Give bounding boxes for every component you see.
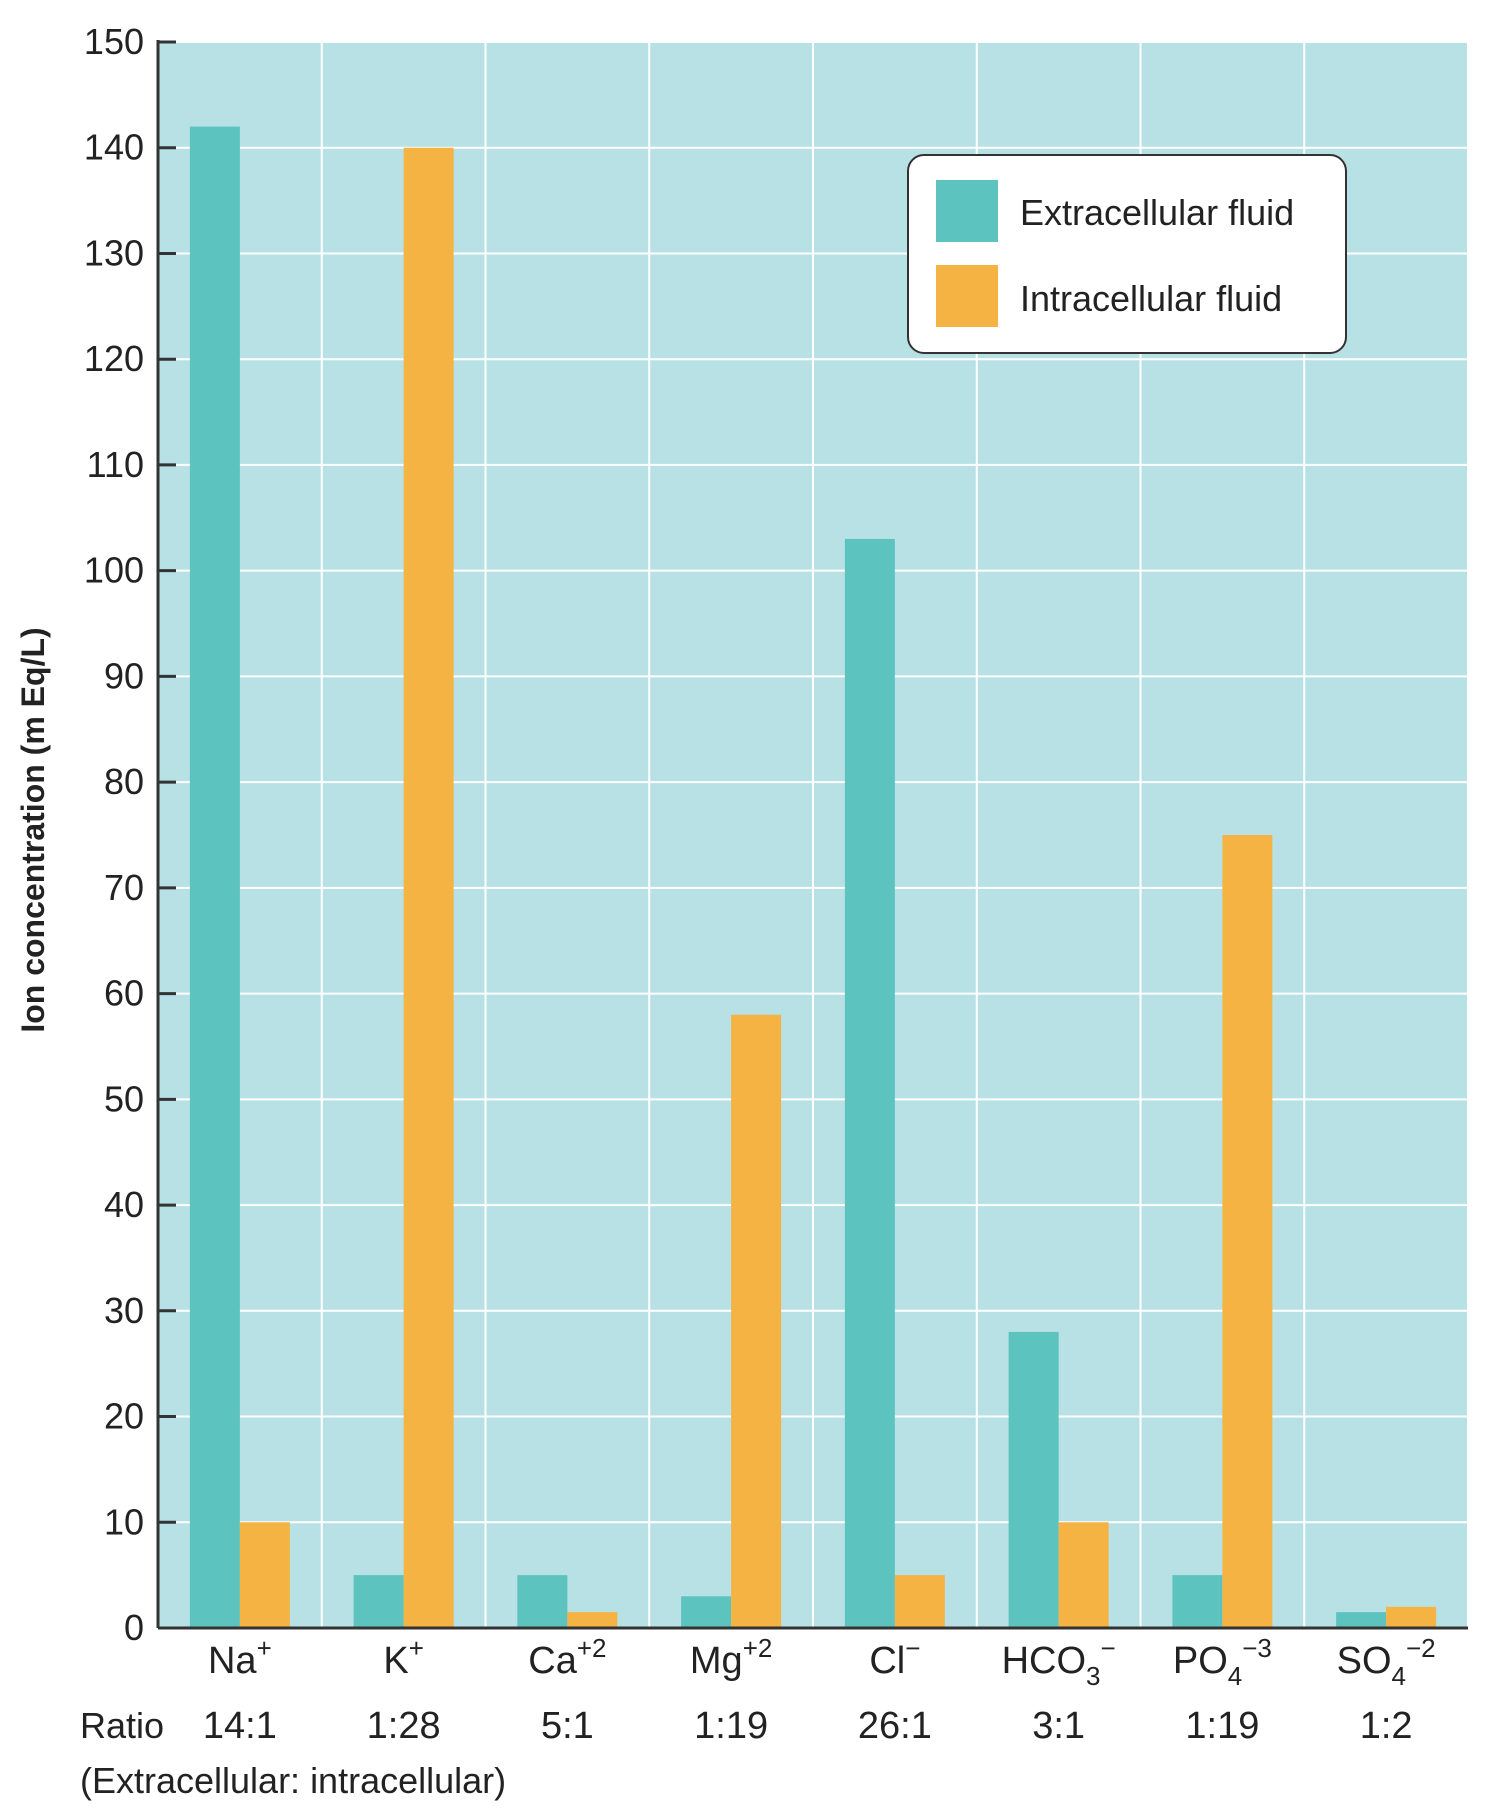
bar-extracellular-4 <box>844 538 895 1628</box>
bar-extracellular-6 <box>1172 1575 1223 1628</box>
y-tick-label: 110 <box>87 444 144 485</box>
legend-label-intracellular: Intracellular fluid <box>1020 278 1282 319</box>
legend-swatch-intracellular <box>936 265 998 327</box>
bar-intracellular-4 <box>894 1575 945 1628</box>
y-tick-label: 0 <box>124 1607 144 1648</box>
y-tick-label: 40 <box>104 1184 144 1225</box>
ratio-label: 1:2 <box>1360 1705 1413 1747</box>
category-label: PO4−3 <box>1173 1633 1272 1691</box>
y-tick-label: 20 <box>104 1396 144 1437</box>
category-label: Na+ <box>208 1633 272 1682</box>
ratio-label: 5:1 <box>541 1705 594 1747</box>
bars <box>189 126 1437 1628</box>
bar-intracellular-2 <box>567 1612 618 1628</box>
bar-extracellular-2 <box>517 1575 568 1628</box>
ratio-label: 14:1 <box>203 1705 277 1747</box>
bar-intracellular-5 <box>1058 1522 1109 1628</box>
y-tick-label: 60 <box>104 973 144 1014</box>
y-axis-label: Ion concentration (m Eq/L) <box>15 627 51 1032</box>
axes <box>156 40 1468 1630</box>
y-tick-label: 70 <box>104 867 144 908</box>
ratio-label: 1:19 <box>1185 1705 1259 1747</box>
ratio-label: 1:19 <box>694 1705 768 1747</box>
ratio-label: 3:1 <box>1032 1705 1085 1747</box>
ratio-title: Ratio <box>80 1705 164 1746</box>
y-tick-label: 90 <box>104 655 144 696</box>
legend-swatch-extracellular <box>936 180 998 242</box>
bar-intracellular-1 <box>403 147 454 1628</box>
bar-extracellular-0 <box>189 126 240 1628</box>
x-category-labels: Na+ K+ Ca+2 Mg+2 Cl− HCO3− PO4−3 SO4−2 <box>208 1633 1436 1691</box>
category-label: Cl− <box>869 1633 920 1682</box>
gridlines <box>158 41 1469 1628</box>
ratio-label: 1:28 <box>367 1705 441 1747</box>
bar-intracellular-6 <box>1222 835 1273 1628</box>
y-tick-label: 150 <box>84 21 144 62</box>
bar-intracellular-7 <box>1386 1606 1437 1628</box>
bar-extracellular-5 <box>1008 1331 1059 1628</box>
bar-extracellular-3 <box>681 1596 732 1628</box>
category-label: HCO3− <box>1002 1633 1116 1691</box>
bar-intracellular-0 <box>239 1522 290 1628</box>
y-tick-label: 80 <box>104 761 144 802</box>
ratio-labels: 14:1 1:28 5:1 1:19 26:1 3:1 1:19 1:2 <box>203 1705 1413 1747</box>
bar-extracellular-7 <box>1336 1612 1387 1628</box>
y-tick-label: 10 <box>104 1501 144 1542</box>
ratio-label: 26:1 <box>858 1705 932 1747</box>
ratio-note: (Extracellular: intracellular) <box>80 1760 506 1801</box>
category-label: Ca+2 <box>528 1633 606 1682</box>
y-tick-label: 120 <box>84 338 144 379</box>
y-tick-label: 130 <box>84 232 144 273</box>
bar-extracellular-1 <box>353 1575 404 1628</box>
y-tick-label: 30 <box>104 1290 144 1331</box>
y-tick-label: 100 <box>84 550 144 591</box>
category-label: SO4−2 <box>1337 1633 1436 1691</box>
y-tick-labels: 0 10 20 30 40 50 60 70 80 90 100 110 120 130 140 150 <box>84 21 144 1648</box>
bar-intracellular-3 <box>731 1014 782 1628</box>
legend: Extracellular fluid Intracellular fluid <box>907 154 1347 354</box>
category-label: K+ <box>383 1633 424 1682</box>
category-label: Mg+2 <box>690 1633 772 1682</box>
legend-label-extracellular: Extracellular fluid <box>1020 192 1294 233</box>
y-tick-label: 140 <box>84 127 144 168</box>
y-tick-label: 50 <box>104 1078 144 1119</box>
legend-box <box>907 154 1347 354</box>
